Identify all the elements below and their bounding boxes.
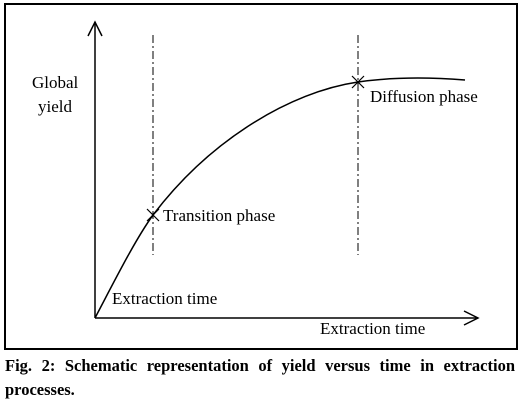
y-arrow — [87, 20, 103, 37]
origin-label: Extraction time — [112, 289, 217, 308]
x-arrow — [463, 310, 480, 326]
frame — [4, 3, 518, 350]
marker — [351, 75, 365, 89]
diagram: Global yield Extraction time Extraction … — [4, 3, 518, 350]
phase-lines — [152, 35, 359, 255]
markers — [146, 75, 365, 222]
marker — [146, 208, 160, 222]
y-axis-label: Global — [32, 73, 79, 92]
y-axis-label: yield — [38, 97, 72, 116]
caption: Fig. 2: Schematic representation of yiel… — [5, 356, 515, 399]
yield-curve — [94, 77, 466, 319]
x-axis-label: Extraction time — [320, 319, 425, 338]
phase-label: Diffusion phase — [370, 87, 478, 106]
axes — [87, 20, 480, 326]
phase-label: Transition phase — [163, 206, 275, 225]
